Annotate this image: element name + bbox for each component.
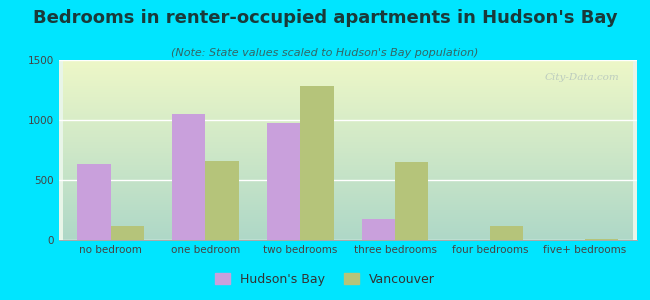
Bar [300,86,333,240]
Text: City-Data.com: City-Data.com [545,73,619,82]
Bar [395,162,428,240]
Bar [111,226,144,240]
Bar [362,219,395,240]
Bar [585,239,618,240]
Text: Bedrooms in renter-occupied apartments in Hudson's Bay: Bedrooms in renter-occupied apartments i… [32,9,617,27]
Bar [77,164,110,240]
Bar [172,114,205,240]
Legend: Hudson's Bay, Vancouver: Hudson's Bay, Vancouver [210,268,440,291]
Bar [205,161,239,240]
Text: (Note: State values scaled to Hudson's Bay population): (Note: State values scaled to Hudson's B… [172,48,478,58]
Bar [267,123,300,240]
Bar [490,226,523,240]
